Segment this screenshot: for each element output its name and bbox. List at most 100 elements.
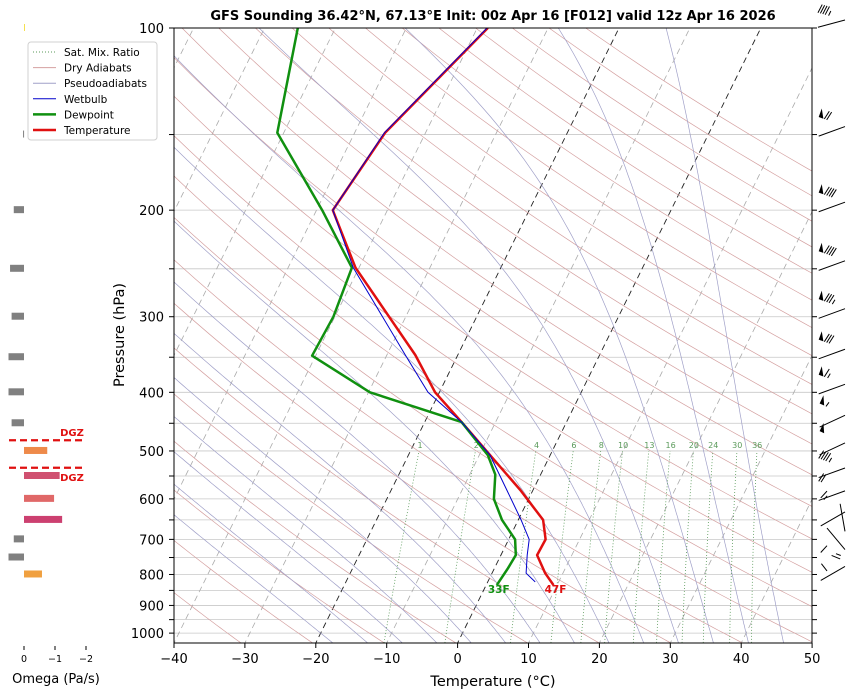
y-tick-label: 600 (139, 493, 164, 508)
wind-barb-full (826, 187, 833, 196)
omega-bar (10, 264, 24, 272)
y-tick-label: 200 (139, 204, 164, 219)
dry-adiabat-line (181, 28, 812, 476)
y-tick-label: 100 (139, 22, 164, 37)
wind-barb-full (817, 4, 823, 13)
pseudoadiabat-line (174, 220, 575, 643)
omega-bar (8, 353, 24, 361)
mixing-ratio-label: 24 (708, 441, 718, 450)
pseudoadiabat-line (174, 514, 334, 643)
pseudoadiabat-line (665, 28, 784, 643)
wind-barb-full (818, 473, 825, 482)
wind-barb-staff (818, 201, 846, 213)
wind-barb (820, 490, 846, 527)
dry-adiabat-line (174, 539, 314, 643)
wind-barb-half (827, 373, 831, 379)
wind-barb-half (828, 10, 832, 16)
wind-barb-full (828, 246, 835, 256)
legend-label: Pseudoadiabats (64, 78, 147, 90)
pseudoadiabat-line (174, 55, 645, 643)
wind-barb-flag (819, 395, 825, 406)
dry-adiabat-line (291, 28, 812, 385)
omega-bar (24, 24, 25, 31)
wind-barb-flag (818, 242, 824, 253)
dry-adiabat-line (174, 216, 812, 643)
wind-barb-half (831, 299, 836, 305)
wind-barb-full (819, 4, 826, 14)
y-tick-label: 900 (139, 599, 164, 614)
wind-barb-full (830, 189, 837, 198)
omega-bar (24, 570, 42, 578)
wind-barb-staff (818, 490, 846, 501)
wind-barb-full (828, 294, 835, 304)
legend-label: Sat. Mix. Ratio (64, 47, 140, 59)
wind-barb (818, 108, 846, 137)
wind-barb-full (822, 452, 829, 461)
wind-barb-flag (818, 184, 824, 195)
pseudoadiabat-line (404, 28, 714, 643)
omega-bar (13, 535, 24, 543)
x-tick-label: −20 (302, 652, 329, 667)
wind-barb (831, 503, 846, 560)
omega-bar (24, 472, 60, 480)
omega-bar (24, 515, 63, 523)
legend: Sat. Mix. Ratio Dry Adiabats Pseudoadiabat… (27, 41, 158, 141)
pseudoadiabat-line (174, 332, 507, 643)
wind-barb-staff (839, 503, 846, 532)
mixing-ratio-label: 8 (599, 441, 604, 450)
legend-label: Dry Adiabats (64, 63, 132, 75)
dgz-label: DGZ (60, 473, 84, 484)
dry-adiabat-line (174, 95, 812, 540)
wind-barb-full (823, 368, 830, 378)
omega-tick-label: −2 (79, 654, 93, 665)
mixing-ratio-label: 10 (618, 441, 628, 450)
mixing-ratio-label: 20 (689, 441, 699, 450)
pseudoadiabat-line (174, 377, 472, 643)
wind-barb-full (830, 247, 837, 257)
mixing-ratio-label: 30 (732, 441, 742, 450)
wind-barb-half (835, 553, 841, 556)
legend-box (27, 41, 158, 141)
mixing-ratio-label: 4 (534, 441, 539, 450)
wind-barb-staff (826, 527, 846, 550)
mixing-ratio-line (681, 450, 694, 643)
omega-tick-label: 0 (21, 654, 27, 665)
wind-barb (820, 545, 846, 581)
mixing-ratio-line (580, 450, 602, 643)
wind-barb-flag (818, 366, 824, 377)
isotherm-line (669, 354, 812, 643)
plot-frame (173, 27, 813, 644)
isotherm-line (174, 28, 265, 213)
omega-bar (11, 419, 24, 427)
dry-adiabat-line (174, 440, 457, 643)
pseudoadiabat-line (174, 483, 369, 643)
wind-barb-full (820, 451, 827, 460)
omega-panel: DGZ DGZ 0 −1 −2 (8, 24, 93, 665)
legend-label: Temperature (63, 125, 131, 137)
y-axis-label: Pressure (hPa) (112, 283, 128, 387)
wind-barb-flag (818, 108, 824, 119)
x-tick-label: 30 (662, 652, 679, 667)
dry-adiabat-line (174, 347, 601, 643)
dry-adiabat-line (174, 135, 812, 573)
wind-barb-staff (818, 348, 846, 360)
mixing-ratio-label: 2 (474, 441, 479, 450)
isotherm-line (174, 28, 336, 357)
wind-barb-staff (819, 414, 846, 428)
isotherm-line (174, 28, 478, 643)
omega-tick-label: −1 (48, 654, 62, 665)
isotherm-line (528, 67, 812, 643)
wind-barb-full (820, 490, 828, 499)
wind-barb-full (826, 334, 833, 343)
wind-barb-full (823, 110, 830, 120)
dry-adiabat-line (401, 28, 812, 301)
mixing-ratio-line (550, 450, 574, 643)
wind-barb (818, 290, 846, 319)
pseudoadiabat-line (174, 451, 403, 643)
wind-barb (818, 450, 846, 479)
temperature-line (331, 28, 555, 586)
dry-adiabat-line (512, 28, 812, 222)
omega-bar (8, 388, 24, 396)
mixing-ratio-line (702, 450, 714, 643)
